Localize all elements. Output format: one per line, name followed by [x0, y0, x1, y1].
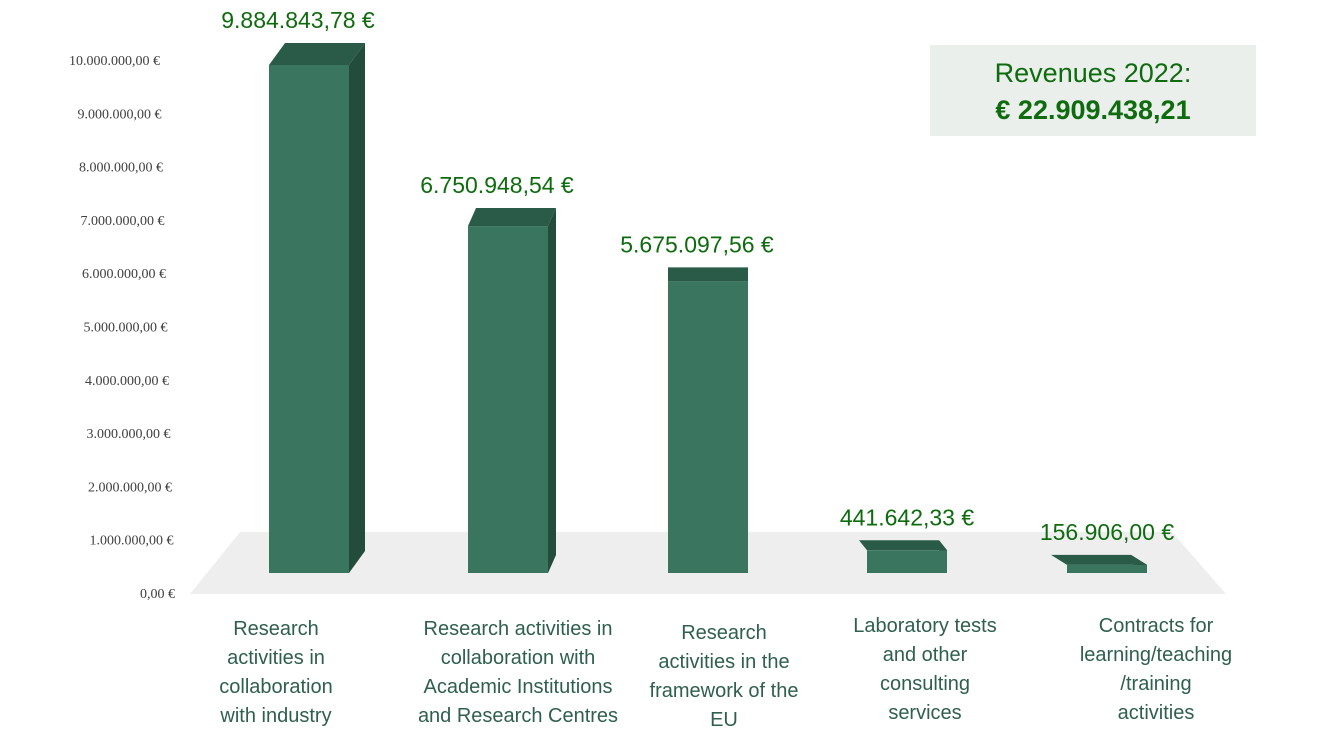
bar-top	[859, 540, 947, 551]
bar-top	[269, 43, 365, 65]
revenue-summary-box: Revenues 2022: € 22.909.438,21	[930, 45, 1256, 136]
y-tick-label: 8.000.000,00 €	[79, 161, 163, 176]
y-tick-label: 5.000.000,00 €	[84, 321, 168, 336]
y-tick-label: 3.000.000,00 €	[87, 427, 171, 442]
y-tick-label: 2.000.000,00 €	[88, 480, 172, 495]
bar-side	[349, 43, 365, 573]
data-labels: 9.884.843,78 € 6.750.948,54 € 5.675.097,56…	[221, 7, 1174, 545]
bar	[867, 550, 947, 573]
bar-top	[468, 208, 556, 227]
bar-top	[1051, 554, 1147, 565]
category-label: Research activities in collaboration with i…	[219, 618, 332, 727]
y-tick-label: 10.000.000,00 €	[69, 54, 160, 69]
bar	[468, 226, 548, 573]
category-label: Laboratory tests and other consulting servi…	[853, 615, 996, 724]
y-tick-label: 4.000.000,00 €	[85, 374, 169, 389]
y-tick-label: 9.000.000,00 €	[78, 107, 162, 122]
data-label: 9.884.843,78 €	[221, 7, 375, 33]
y-tick-label: 7.000.000,00 €	[81, 214, 165, 229]
y-tick-label: 6.000.000,00 €	[82, 267, 166, 282]
category-labels: Research activities in collaboration with i…	[219, 615, 1232, 731]
category-label: Research activities in the framework of th…	[650, 622, 799, 731]
bar-top	[668, 267, 748, 282]
y-tick-label: 1.000.000,00 €	[90, 534, 174, 549]
y-axis-ticks: 0,00 € 1.000.000,00 € 2.000.000,00 € 3.000.…	[69, 54, 175, 602]
data-label: 6.750.948,54 €	[420, 172, 574, 198]
bar	[269, 65, 349, 573]
bar	[668, 281, 748, 573]
data-label: 156.906,00 €	[1040, 519, 1175, 545]
y-tick-label: 0,00 €	[140, 587, 175, 602]
bars	[269, 43, 1147, 573]
category-label: Research activities in collaboration with…	[418, 618, 618, 727]
data-label: 5.675.097,56 €	[620, 231, 774, 257]
data-label: 441.642,33 €	[840, 504, 975, 530]
summary-total: € 22.909.438,21	[995, 95, 1191, 125]
bar	[1067, 564, 1147, 573]
summary-title: Revenues 2022:	[994, 58, 1192, 88]
category-label: Contracts for learning/teaching/training a…	[1080, 615, 1232, 724]
bar-side	[548, 208, 556, 573]
